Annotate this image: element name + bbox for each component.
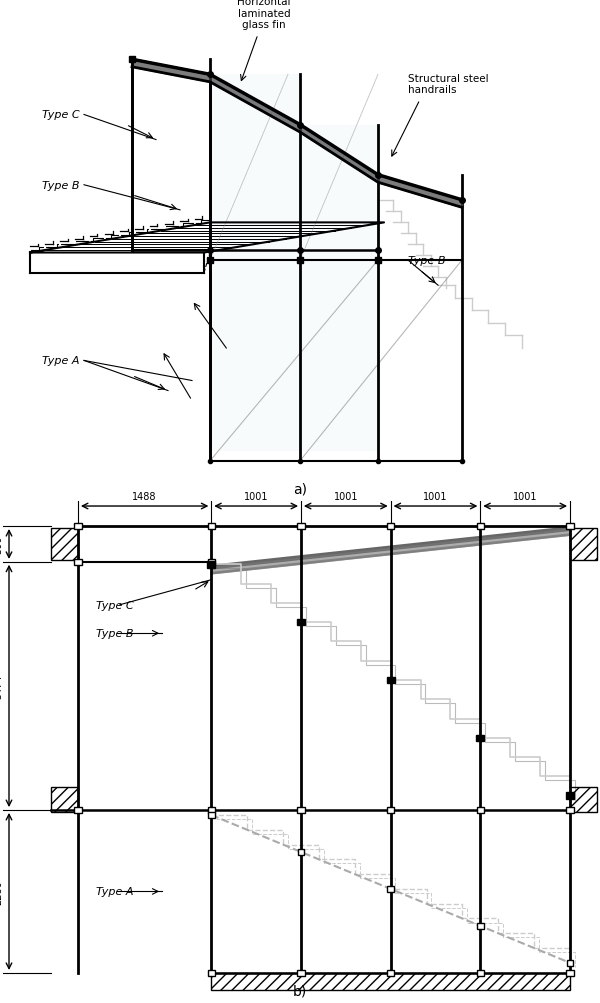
Bar [477,970,484,976]
Bar [208,812,215,818]
Bar [387,677,395,684]
Text: 1001: 1001 [334,491,358,502]
Bar [298,524,305,530]
Bar [210,75,300,261]
Bar [74,524,82,530]
Bar [387,970,394,976]
Bar [298,970,305,976]
Text: 1001: 1001 [423,491,448,502]
Text: Horizontal
laminated
glass fin: Horizontal laminated glass fin [237,0,291,30]
Bar [566,792,574,799]
Bar [74,560,82,566]
Text: Type B: Type B [408,256,446,266]
Bar [566,807,574,813]
Text: 500: 500 [0,536,3,554]
Text: Type A: Type A [96,887,133,897]
Bar [208,970,215,976]
Bar [208,807,215,813]
Bar [208,562,215,568]
Bar [74,807,82,813]
Bar [570,529,597,561]
Text: Type C: Type C [96,600,134,610]
Bar [477,807,484,813]
Bar [387,524,394,530]
Text: 1001: 1001 [244,491,268,502]
Text: Type B: Type B [96,629,133,639]
Text: 2280: 2280 [0,880,3,904]
Text: b): b) [293,984,307,998]
Text: 3474: 3474 [0,674,3,698]
Bar [477,923,484,929]
Bar [477,524,484,530]
Text: Type C: Type C [42,110,80,120]
Bar [297,619,305,626]
Bar [387,807,394,813]
Bar [211,973,570,991]
Bar [298,850,304,855]
Bar [566,960,573,966]
Text: 1488: 1488 [133,491,157,502]
Text: Type A: Type A [42,356,79,366]
Text: Structural steel
handrails: Structural steel handrails [408,73,488,95]
Text: Type B: Type B [42,181,79,191]
Bar [388,887,394,892]
Bar [210,261,300,451]
Bar [208,560,215,566]
Bar [298,807,305,813]
Bar [570,786,597,811]
Text: 1001: 1001 [513,491,538,502]
Bar [300,261,378,451]
Bar [566,524,574,530]
Bar [476,735,484,741]
Text: a): a) [293,482,307,496]
Bar [51,529,78,561]
Bar [51,786,78,811]
Bar [208,524,215,530]
Bar [566,970,574,976]
Bar [300,125,378,261]
